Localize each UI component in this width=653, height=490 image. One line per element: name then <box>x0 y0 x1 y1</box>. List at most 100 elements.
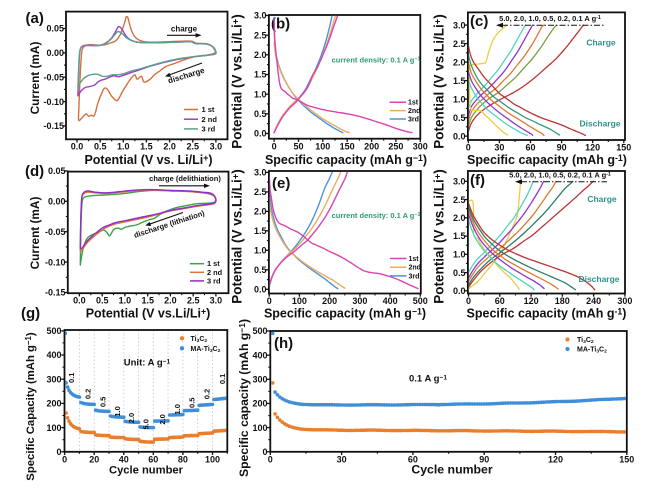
svg-text:-0.10: -0.10 <box>45 257 66 267</box>
svg-text:300: 300 <box>352 296 367 306</box>
svg-text:0.05: 0.05 <box>48 166 66 176</box>
svg-text:-0.15: -0.15 <box>43 121 64 131</box>
svg-text:3.0: 3.0 <box>254 168 267 178</box>
svg-text:0.5: 0.5 <box>94 142 107 152</box>
svg-text:40: 40 <box>119 455 129 465</box>
svg-text:20: 20 <box>89 455 99 465</box>
svg-text:60: 60 <box>148 455 158 465</box>
svg-text:2.0: 2.0 <box>453 213 466 223</box>
svg-text:120: 120 <box>524 296 539 306</box>
svg-text:Cycle number: Cycle number <box>109 465 184 477</box>
svg-text:1st: 1st <box>408 100 419 107</box>
svg-text:200: 200 <box>322 296 337 306</box>
svg-text:2nd: 2nd <box>408 108 420 115</box>
svg-text:1.5: 1.5 <box>254 226 267 236</box>
svg-text:500: 500 <box>46 326 61 336</box>
svg-text:1.0: 1.0 <box>254 246 267 256</box>
svg-text:500: 500 <box>252 326 267 336</box>
svg-text:90: 90 <box>479 455 489 465</box>
svg-text:0: 0 <box>466 143 471 153</box>
svg-text:3rd: 3rd <box>408 117 419 124</box>
svg-text:-0.05: -0.05 <box>43 73 64 83</box>
svg-text:0.0: 0.0 <box>71 142 84 152</box>
svg-text:0.5: 0.5 <box>453 113 466 123</box>
svg-text:2.5: 2.5 <box>187 142 200 152</box>
svg-text:-0.05: -0.05 <box>45 227 66 237</box>
svg-text:0: 0 <box>262 447 267 457</box>
svg-text:0.5: 0.5 <box>187 398 196 408</box>
svg-text:Specific capacity (mAh g−1): Specific capacity (mAh g−1) <box>265 153 427 167</box>
svg-text:300: 300 <box>617 296 632 306</box>
svg-text:0.2: 0.2 <box>83 389 92 399</box>
svg-text:0: 0 <box>56 447 61 457</box>
svg-text:1.0: 1.0 <box>173 404 182 414</box>
svg-text:3.0: 3.0 <box>453 20 466 30</box>
svg-text:Ti3C2: Ti3C2 <box>191 336 208 344</box>
svg-text:(b): (b) <box>271 16 290 33</box>
svg-text:0.0: 0.0 <box>73 296 86 306</box>
svg-text:Current (mA): Current (mA) <box>28 197 42 270</box>
svg-text:(g): (g) <box>21 305 40 322</box>
svg-text:2.0: 2.0 <box>163 142 176 152</box>
svg-text:3 rd: 3 rd <box>207 276 221 285</box>
svg-text:300: 300 <box>46 374 61 384</box>
svg-text:1st: 1st <box>409 256 420 263</box>
svg-text:2.0: 2.0 <box>453 57 466 67</box>
svg-text:2 nd: 2 nd <box>202 115 218 124</box>
svg-text:1.5: 1.5 <box>254 70 267 80</box>
svg-text:400: 400 <box>46 350 61 360</box>
svg-text:(a): (a) <box>26 10 44 27</box>
svg-text:current density: 0.1 A g−1: current density: 0.1 A g−1 <box>332 56 421 65</box>
svg-text:2.0: 2.0 <box>158 414 167 424</box>
svg-text:100: 100 <box>315 142 330 152</box>
svg-text:1 st: 1 st <box>207 259 220 268</box>
svg-text:0: 0 <box>466 296 471 306</box>
svg-text:0.5: 0.5 <box>254 109 267 119</box>
svg-text:0.5: 0.5 <box>254 265 267 275</box>
svg-text:Potential (V vs.Li/Li+): Potential (V vs.Li/Li+) <box>432 169 447 304</box>
svg-text:1.5: 1.5 <box>453 231 466 241</box>
svg-text:3.0: 3.0 <box>210 142 223 152</box>
svg-text:0.00: 0.00 <box>48 197 66 207</box>
svg-text:0.2: 0.2 <box>202 389 211 399</box>
svg-text:0: 0 <box>272 142 277 152</box>
svg-text:300: 300 <box>413 142 428 152</box>
svg-text:250: 250 <box>388 142 403 152</box>
svg-text:0.0: 0.0 <box>453 131 466 141</box>
svg-text:1.5: 1.5 <box>141 296 154 306</box>
svg-text:0: 0 <box>62 455 67 465</box>
svg-text:2.5: 2.5 <box>254 187 267 197</box>
svg-text:150: 150 <box>340 142 355 152</box>
svg-text:Specific capacity (mAh g−1): Specific capacity (mAh g−1) <box>264 307 426 321</box>
svg-text:Specific capacity (mAh g−1): Specific capacity (mAh g−1) <box>237 319 251 477</box>
svg-text:1 st: 1 st <box>202 105 215 114</box>
svg-text:0.1 A g−1: 0.1 A g−1 <box>409 374 447 385</box>
svg-text:100: 100 <box>292 296 307 306</box>
svg-text:Current (mA): Current (mA) <box>28 42 42 115</box>
svg-text:MA-Ti3C2: MA-Ti3C2 <box>577 347 607 355</box>
svg-text:80: 80 <box>178 455 188 465</box>
svg-text:100: 100 <box>205 455 220 465</box>
svg-text:180: 180 <box>555 296 570 306</box>
svg-text:MA-Ti3C2: MA-Ti3C2 <box>191 346 221 354</box>
svg-text:200: 200 <box>46 399 61 409</box>
svg-text:5.0, 2.0, 1.0, 0.5, 0.2,: 5.0, 2.0, 1.0, 0.5, 0.2, 0.1 A g-1 <box>509 171 611 180</box>
svg-text:Discharge: Discharge <box>579 119 620 129</box>
svg-text:0.1: 0.1 <box>218 374 227 384</box>
svg-text:3rd: 3rd <box>409 273 420 280</box>
svg-text:30: 30 <box>337 455 347 465</box>
svg-text:Specific capacity (mAh g-1): Specific capacity (mAh g-1) <box>467 307 627 321</box>
svg-text:400: 400 <box>252 350 267 360</box>
svg-text:2.5: 2.5 <box>187 296 200 306</box>
svg-text:200: 200 <box>364 142 379 152</box>
svg-text:200: 200 <box>252 399 267 409</box>
svg-text:Discharge: Discharge <box>578 274 619 284</box>
svg-text:2nd: 2nd <box>409 265 421 272</box>
svg-text:50: 50 <box>293 142 303 152</box>
svg-text:2.0: 2.0 <box>254 207 267 217</box>
svg-text:Charge: Charge <box>586 38 616 48</box>
svg-text:400: 400 <box>383 296 398 306</box>
svg-text:1.0: 1.0 <box>117 142 130 152</box>
svg-text:60: 60 <box>408 455 418 465</box>
svg-text:Potential (V vs.Li/Li+): Potential (V vs.Li/Li+) <box>86 307 211 321</box>
